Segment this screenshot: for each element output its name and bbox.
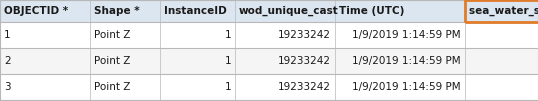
Text: 1/9/2019 1:14:59 PM: 1/9/2019 1:14:59 PM	[352, 56, 461, 66]
Bar	[0, 48, 538, 74]
Text: wod_unique_cast: wod_unique_cast	[239, 6, 339, 16]
Text: Shape *: Shape *	[94, 6, 140, 16]
Text: Time (UTC): Time (UTC)	[339, 6, 405, 16]
Text: 19233242: 19233242	[278, 30, 331, 40]
Text: 1: 1	[224, 82, 231, 92]
Text: 1: 1	[4, 30, 11, 40]
Text: 19233242: 19233242	[278, 56, 331, 66]
Text: Point Z: Point Z	[94, 82, 130, 92]
Text: 2: 2	[4, 56, 11, 66]
Text: 1/9/2019 1:14:59 PM: 1/9/2019 1:14:59 PM	[352, 82, 461, 92]
Bar	[0, 0, 538, 22]
Bar	[465, 0, 538, 22]
Bar	[0, 74, 538, 100]
Text: Point Z: Point Z	[94, 56, 130, 66]
Text: OBJECTID *: OBJECTID *	[4, 6, 68, 16]
Text: Point Z: Point Z	[94, 30, 130, 40]
Text: sea_water_salinity (Salinity): sea_water_salinity (Salinity)	[469, 6, 538, 16]
Text: 1: 1	[224, 30, 231, 40]
Text: 1: 1	[224, 56, 231, 66]
Text: InstanceID: InstanceID	[164, 6, 226, 16]
Text: 3: 3	[4, 82, 11, 92]
Text: 1/9/2019 1:14:59 PM: 1/9/2019 1:14:59 PM	[352, 30, 461, 40]
Text: 19233242: 19233242	[278, 82, 331, 92]
Bar	[0, 22, 538, 48]
